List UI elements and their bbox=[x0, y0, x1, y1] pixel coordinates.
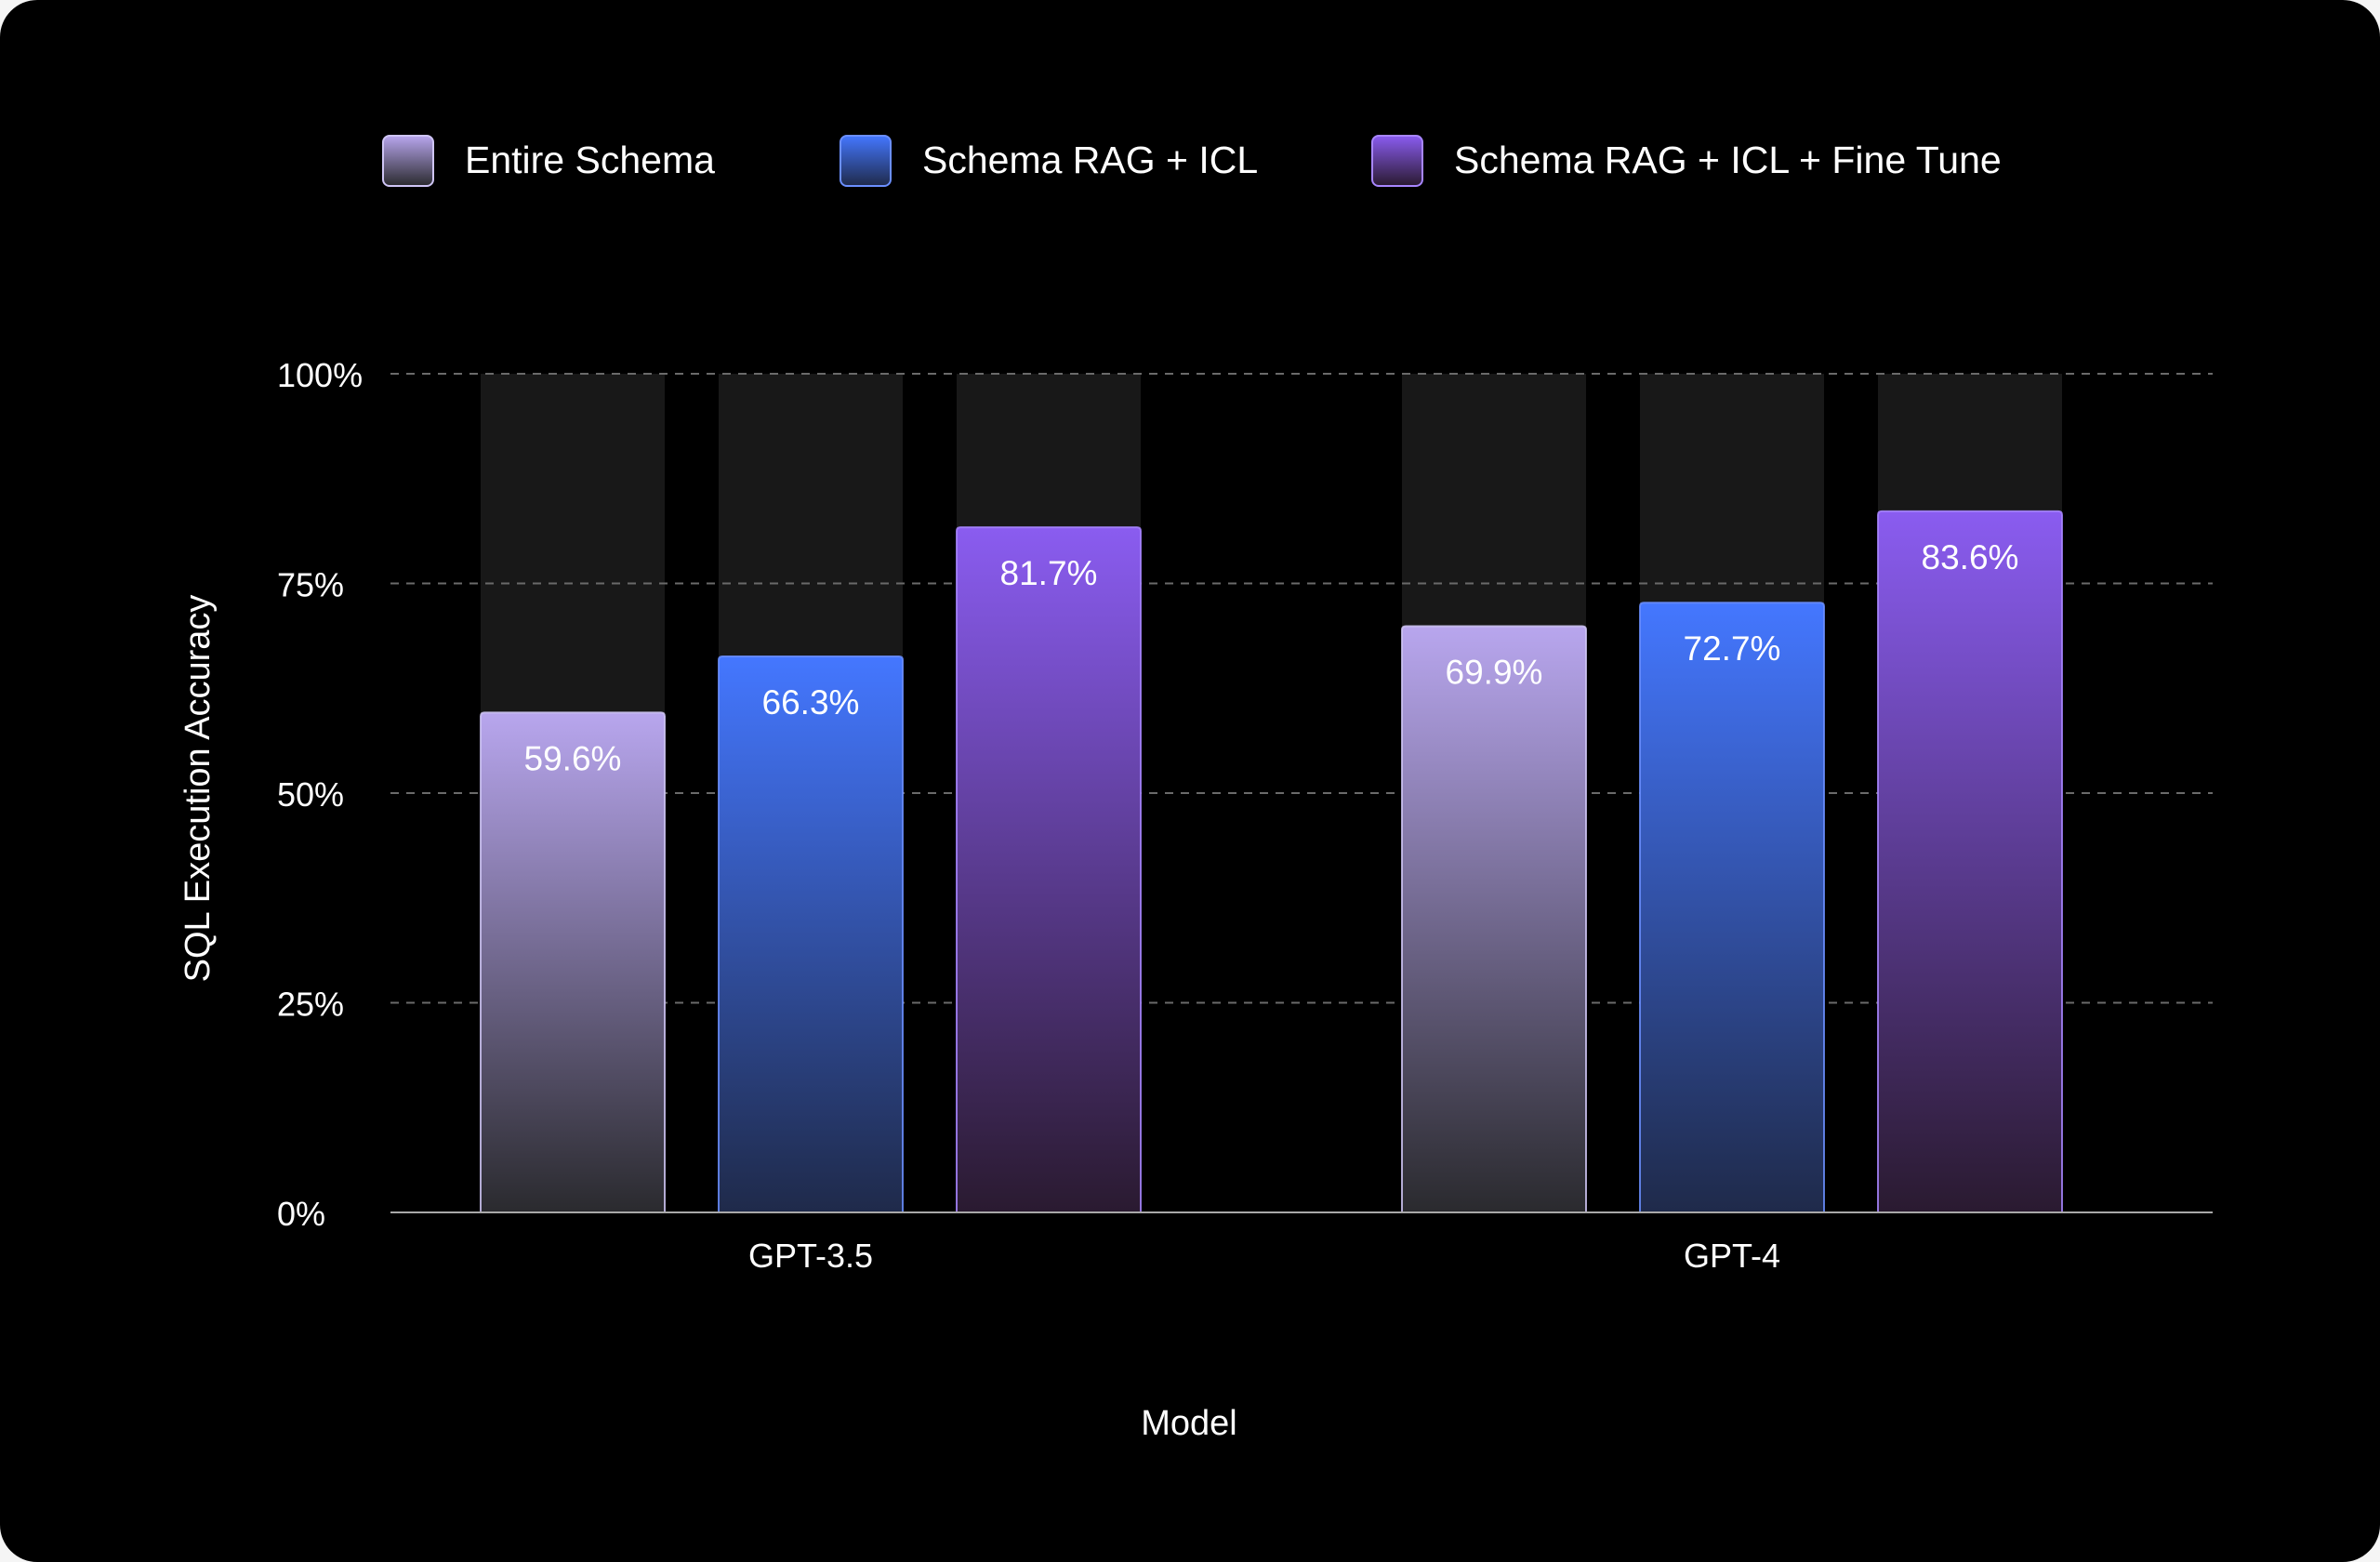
bar-value-label: 72.7% bbox=[1684, 629, 1781, 668]
bar-gpt-3.5-1 bbox=[480, 711, 666, 1213]
bar-gpt-4-3 bbox=[1877, 510, 2063, 1213]
axes: GPT-3.5 GPT-4 bbox=[390, 1211, 2213, 1275]
x-axis-label: Model bbox=[1141, 1404, 1237, 1443]
bar-gpt-3.5-2 bbox=[718, 655, 904, 1213]
legend-swatch-3 bbox=[1371, 135, 1423, 187]
bar-gpt-4-2 bbox=[1639, 602, 1825, 1213]
legend-label-2: Schema RAG + ICL bbox=[922, 139, 1258, 181]
y-tick-label-100: 100% bbox=[277, 356, 363, 394]
bar-gpt-3.5-3 bbox=[956, 526, 1142, 1213]
bar-value-label: 69.9% bbox=[1446, 654, 1543, 692]
legend-swatch-2 bbox=[840, 135, 892, 187]
bar-gpt-4-1 bbox=[1401, 625, 1587, 1213]
bar-value-label: 83.6% bbox=[1922, 538, 2019, 576]
y-tick-label-25: 25% bbox=[277, 986, 344, 1024]
legend-label-3: Schema RAG + ICL + Fine Tune bbox=[1454, 139, 2002, 181]
y-axis-label: SQL Execution Accuracy bbox=[178, 595, 218, 983]
y-tick-label-50: 50% bbox=[277, 775, 344, 814]
bar-value-label: 59.6% bbox=[524, 739, 622, 777]
y-tick-label-75: 75% bbox=[277, 566, 344, 604]
legend-label-1: Entire Schema bbox=[465, 139, 715, 181]
x-tick-label-1: GPT-3.5 bbox=[748, 1237, 873, 1275]
x-tick-label-2: GPT-4 bbox=[1684, 1237, 1780, 1275]
y-tick-label-0: 0% bbox=[277, 1195, 325, 1233]
bar-value-label: 66.3% bbox=[762, 683, 860, 721]
legend: Entire Schema Schema RAG + ICL Schema RAG … bbox=[382, 135, 2002, 187]
bars: 59.6% 66.3% 81.7% 69.9% 72.7% 83.6% bbox=[480, 510, 2063, 1213]
bar-value-label: 81.7% bbox=[1000, 554, 1098, 592]
legend-swatch-1 bbox=[382, 135, 434, 187]
